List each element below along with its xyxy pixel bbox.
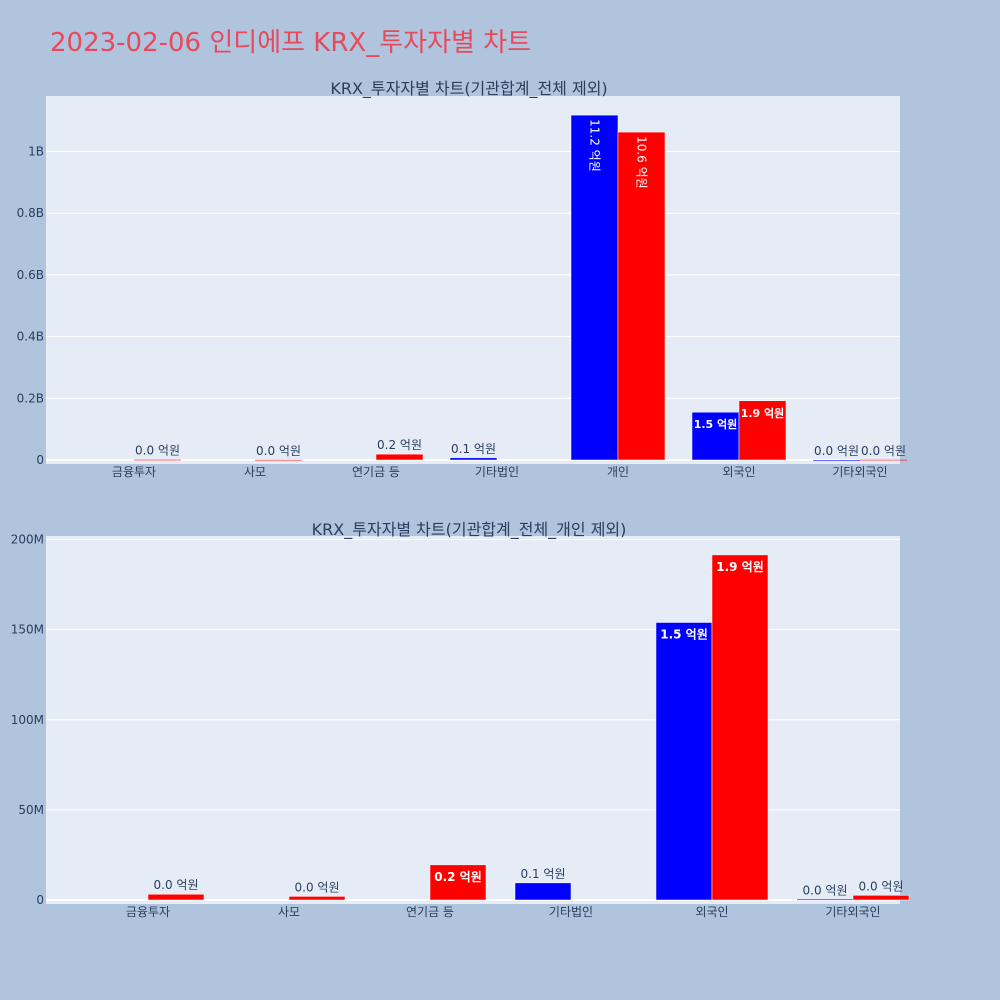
data-label: 0.2 억원	[434, 870, 482, 884]
bar	[429, 864, 487, 901]
x-tick-label: 사모	[278, 905, 300, 919]
x-tick-label: 금융투자	[126, 905, 170, 919]
y-tick-label: 200M	[11, 533, 44, 547]
y-tick-label: 1B	[28, 145, 44, 159]
data-label: 0.0 억원	[859, 879, 904, 893]
x-tick-label: 연기금 등	[406, 905, 454, 919]
y-tick-label: 0	[36, 893, 44, 907]
data-label: 0.1 억원	[521, 867, 566, 881]
bar	[147, 893, 205, 901]
y-tick-label: 50M	[18, 803, 44, 817]
x-tick-label: 외국인	[722, 465, 755, 479]
x-tick-label: 기타외국인	[825, 905, 880, 919]
bar	[375, 453, 424, 461]
bar	[852, 895, 910, 901]
data-label: 0.0 억원	[814, 444, 859, 458]
y-tick-label: 100M	[11, 713, 44, 727]
bar	[691, 411, 740, 461]
y-tick-label: 0.8B	[17, 206, 44, 220]
bar	[655, 622, 713, 901]
x-tick-label: 외국인	[695, 905, 728, 919]
data-label: 1.9 억원	[741, 406, 785, 420]
x-tick-label: 금융투자	[112, 465, 156, 479]
data-label: 0.0 억원	[861, 444, 906, 458]
data-label: 1.9 억원	[716, 560, 764, 574]
y-tick-label: 150M	[11, 623, 44, 637]
bar	[738, 400, 787, 461]
bar	[255, 459, 302, 461]
y-tick-label: 0.6B	[17, 268, 44, 282]
chart-1: 0 0.2B 0.4B 0.6B 0.8B 1B KRX_투자자별 차트(기관합계_전체 제…	[17, 79, 907, 479]
y-tick-label: 0.4B	[17, 330, 44, 344]
chart-title: KRX_투자자별 차트(기관합계_전체_개인 제외)	[312, 520, 627, 540]
data-label: 0.1 억원	[451, 442, 496, 456]
bar	[617, 131, 666, 461]
bar	[288, 896, 346, 901]
data-label: 10.6 억원	[635, 136, 649, 189]
data-label: 0.0 억원	[135, 444, 180, 458]
bar	[570, 114, 619, 461]
data-label: 0.0 억원	[256, 444, 301, 458]
bar	[813, 460, 860, 461]
data-label: 1.5 억원	[660, 627, 708, 641]
chart-title: KRX_투자자별 차트(기관합계_전체 제외)	[330, 79, 607, 99]
data-label: 0.0 억원	[295, 880, 340, 894]
bar	[514, 882, 572, 901]
y-tick-label: 0	[36, 453, 44, 467]
chart-2: 0 50M 100M 150M 200M KRX_투자자별 차트(기관합계_전체_개인 제…	[11, 520, 910, 919]
data-label: 11.2 억원	[588, 119, 602, 172]
x-tick-label: 연기금 등	[352, 465, 400, 479]
bar	[711, 554, 769, 901]
bar	[860, 459, 907, 461]
bar	[449, 457, 498, 461]
data-label: 0.0 억원	[154, 878, 199, 892]
page-title: 2023-02-06 인디에프 KRX_투자자별 차트	[50, 28, 532, 58]
bar	[797, 899, 853, 901]
x-tick-label: 기타외국인	[832, 465, 887, 479]
bar	[134, 459, 181, 461]
data-label: 0.0 억원	[803, 883, 848, 897]
y-tick-label: 0.2B	[17, 391, 44, 405]
x-tick-label: 기타법인	[475, 465, 519, 479]
data-label: 0.2 억원	[377, 438, 422, 452]
x-tick-label: 사모	[244, 465, 266, 479]
x-tick-label: 기타법인	[549, 905, 593, 919]
data-label: 1.5 억원	[694, 417, 738, 431]
x-tick-label: 개인	[607, 465, 629, 479]
